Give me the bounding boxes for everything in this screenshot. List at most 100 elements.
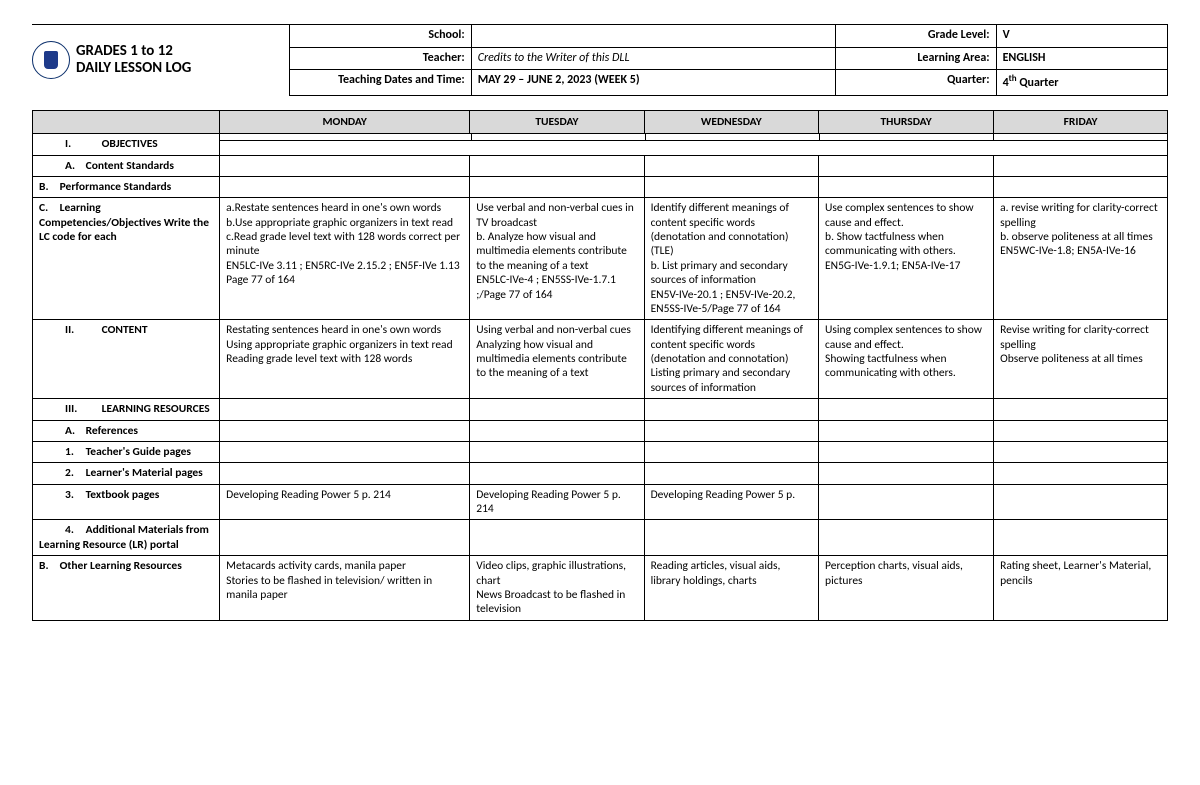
day-head-mon: MONDAY	[220, 110, 470, 133]
lc-fri: a. revise writing for clarity-correct sp…	[994, 198, 1168, 320]
label-teacher: Teacher:	[289, 47, 471, 70]
value-teaching-dates: MAY 29 – JUNE 2, 2023 (WEEK 5)	[471, 70, 835, 96]
row-content: II. CONTENT	[33, 320, 220, 399]
value-teacher: Credits to the Writer of this DLL	[471, 47, 835, 70]
obj-tue	[471, 134, 645, 141]
lr-thu	[819, 399, 994, 420]
content-mon: Restating sentences heard in one's own w…	[220, 320, 470, 399]
roman-III: III.	[65, 402, 99, 416]
tb-thu	[819, 484, 994, 520]
row-learning-resources: III. LEARNING RESOURCES	[33, 399, 220, 420]
letter-B-ps: B.	[39, 180, 57, 194]
lm-tue	[470, 463, 644, 484]
row-other-lr: B. Other Learning Resources	[33, 556, 220, 621]
num-3-tb: 3.	[65, 488, 83, 502]
num-1-tg: 1.	[65, 445, 83, 459]
tg-wed	[644, 441, 818, 462]
label-teaching-dates: Teaching Dates and Time:	[289, 70, 471, 96]
num-4-lrp: 4.	[65, 523, 83, 537]
letter-C-lc: C.	[39, 201, 57, 215]
lm-mon	[220, 463, 470, 484]
value-school	[471, 25, 835, 48]
lc-wed: Identify different meanings of content s…	[644, 198, 818, 320]
ref-thu	[819, 420, 994, 441]
tb-tue: Developing Reading Power 5 p. 214	[470, 484, 644, 520]
lr-tue	[470, 399, 644, 420]
cs-wed	[644, 155, 818, 176]
value-quarter: 4th Quarter	[996, 70, 1167, 96]
tb-fri	[994, 484, 1168, 520]
ref-wed	[644, 420, 818, 441]
label-content: CONTENT	[102, 323, 148, 337]
obj-mon	[220, 134, 471, 141]
obj-thu	[819, 134, 993, 141]
olr-fri: Rating sheet, Learner's Material, pencil…	[994, 556, 1168, 621]
cs-mon	[220, 155, 470, 176]
lrp-tue	[470, 520, 644, 556]
lrp-fri	[994, 520, 1168, 556]
label-school: School:	[289, 25, 471, 48]
ps-wed	[644, 176, 818, 197]
row-lr-portal: 4. Additional Materials from Learning Re…	[33, 520, 220, 556]
label-textbook: Textbook pages	[86, 488, 160, 502]
ref-tue	[470, 420, 644, 441]
day-head-tue: TUESDAY	[470, 110, 644, 133]
row-content-standards: A. Content Standards	[33, 155, 220, 176]
quarter-suffix: Quarter	[1017, 76, 1059, 90]
num-2-lm: 2.	[65, 466, 83, 480]
lm-fri	[994, 463, 1168, 484]
lesson-log-header: GRADES 1 to 12 DAILY LESSON LOG School: …	[32, 24, 1168, 96]
obj-wed	[645, 134, 819, 141]
label-learning-comp: Learning Competencies/Objectives Write t…	[39, 201, 209, 244]
cs-thu	[819, 155, 994, 176]
label-tg-pages: Teacher's Guide pages	[86, 445, 191, 459]
row-performance-standards: B. Performance Standards	[33, 176, 220, 197]
tg-fri	[994, 441, 1168, 462]
content-fri: Revise writing for clarity-correct spell…	[994, 320, 1168, 399]
blank-corner	[33, 110, 220, 133]
row-references: A. References	[33, 420, 220, 441]
lr-fri	[994, 399, 1168, 420]
obj-fri	[993, 134, 1167, 141]
ref-fri	[994, 420, 1168, 441]
doc-title-line2: DAILY LESSON LOG	[76, 60, 191, 77]
lrp-wed	[644, 520, 818, 556]
tg-mon	[220, 441, 470, 462]
label-learning-area: Learning Area:	[835, 47, 996, 70]
olr-wed: Reading articles, visual aids, library h…	[644, 556, 818, 621]
lm-thu	[819, 463, 994, 484]
day-head-fri: FRIDAY	[994, 110, 1168, 133]
content-wed: Identifying different meanings of conten…	[644, 320, 818, 399]
ps-mon	[220, 176, 470, 197]
olr-mon: Metacards activity cards, manila paper S…	[220, 556, 470, 621]
letter-A-ref: A.	[65, 424, 83, 438]
lr-mon	[220, 399, 470, 420]
cs-fri	[994, 155, 1168, 176]
label-other-lr: Other Learning Resources	[60, 559, 182, 573]
roman-I: I.	[65, 137, 99, 151]
lrp-mon	[220, 520, 470, 556]
value-learning-area: ENGLISH	[996, 47, 1167, 70]
label-content-standards: Content Standards	[86, 159, 174, 173]
tb-wed: Developing Reading Power 5 p.	[644, 484, 818, 520]
lrp-thu	[819, 520, 994, 556]
ref-mon	[220, 420, 470, 441]
tb-mon: Developing Reading Power 5 p. 214	[220, 484, 470, 520]
logo-title-cell: GRADES 1 to 12 DAILY LESSON LOG	[32, 25, 289, 96]
row-lm-pages: 2. Learner's Material pages	[33, 463, 220, 484]
lr-wed	[644, 399, 818, 420]
value-grade-level: V	[996, 25, 1167, 48]
roman-II: II.	[65, 323, 99, 337]
olr-thu: Perception charts, visual aids, pictures	[819, 556, 994, 621]
ps-tue	[470, 176, 644, 197]
row-objectives: I. OBJECTIVES	[33, 134, 220, 155]
deped-logo-icon	[32, 41, 70, 79]
lc-thu: Use complex sentences to show cause and …	[819, 198, 994, 320]
cs-tue	[470, 155, 644, 176]
day-head-wed: WEDNESDAY	[644, 110, 818, 133]
row-textbook: 3. Textbook pages	[33, 484, 220, 520]
tg-thu	[819, 441, 994, 462]
lc-mon: a.Restate sentences heard in one's own w…	[220, 198, 470, 320]
label-lm-pages: Learner's Material pages	[86, 466, 203, 480]
label-learning-resources: LEARNING RESOURCES	[102, 402, 210, 416]
